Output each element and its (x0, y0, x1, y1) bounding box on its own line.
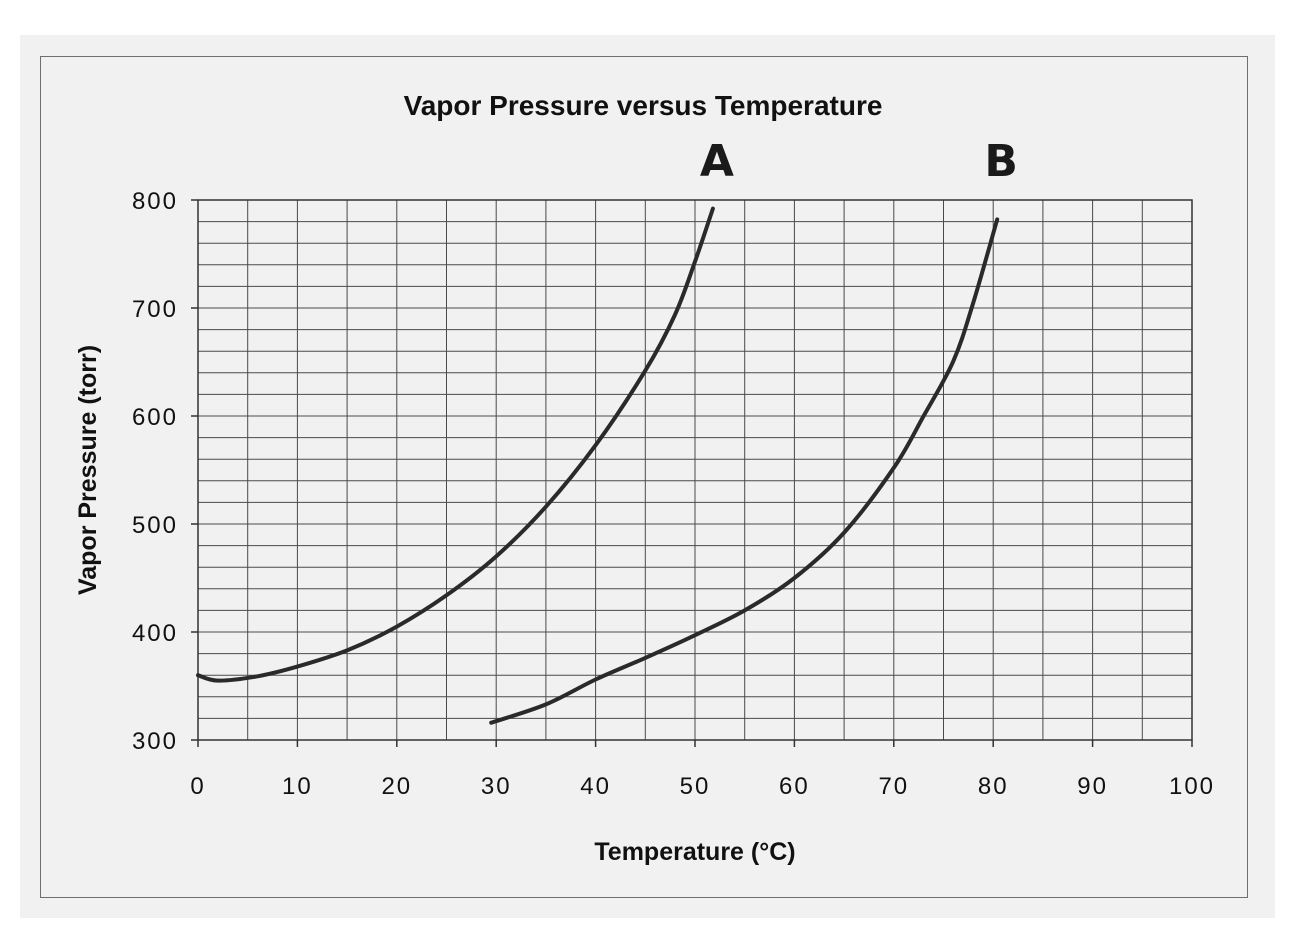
y-tick-label: 500 (132, 512, 178, 539)
chart-axes (191, 199, 1193, 747)
x-tick-labels: 0 10 20 30 40 50 60 70 80 90 100 (190, 773, 1215, 800)
x-tick-label: 20 (381, 773, 412, 800)
x-tick-label: 80 (978, 773, 1009, 800)
x-tick-label: 90 (1077, 773, 1108, 800)
y-tick-label: 300 (132, 728, 178, 755)
series-label-b: B (984, 136, 1018, 187)
x-tick-label: 100 (1169, 773, 1215, 800)
chart-frame (40, 56, 1248, 898)
x-tick-label: 10 (282, 773, 313, 800)
x-tick-label: 0 (190, 773, 205, 800)
series-label-a: A (700, 136, 734, 187)
y-tick-label: 700 (132, 296, 178, 323)
y-tick-label: 800 (132, 188, 178, 215)
chart-title: Vapor Pressure versus Temperature (404, 90, 883, 121)
x-tick-label: 30 (481, 773, 512, 800)
x-axis-title: Temperature (°C) (594, 838, 795, 866)
scanned-page (20, 35, 1275, 918)
chart-grid (198, 200, 1192, 740)
series-line-b (489, 217, 1000, 725)
y-tick-label: 400 (132, 620, 178, 647)
y-axis-title: Vapor Pressure (torr) (74, 345, 102, 595)
y-tick-labels: 300 400 500 600 700 800 (132, 188, 178, 755)
x-tick-label: 50 (680, 773, 711, 800)
x-tick-label: 60 (779, 773, 810, 800)
x-tick-label: 70 (878, 773, 909, 800)
y-tick-label: 600 (132, 404, 178, 431)
x-tick-label: 40 (580, 773, 611, 800)
series-line-a (196, 206, 715, 683)
